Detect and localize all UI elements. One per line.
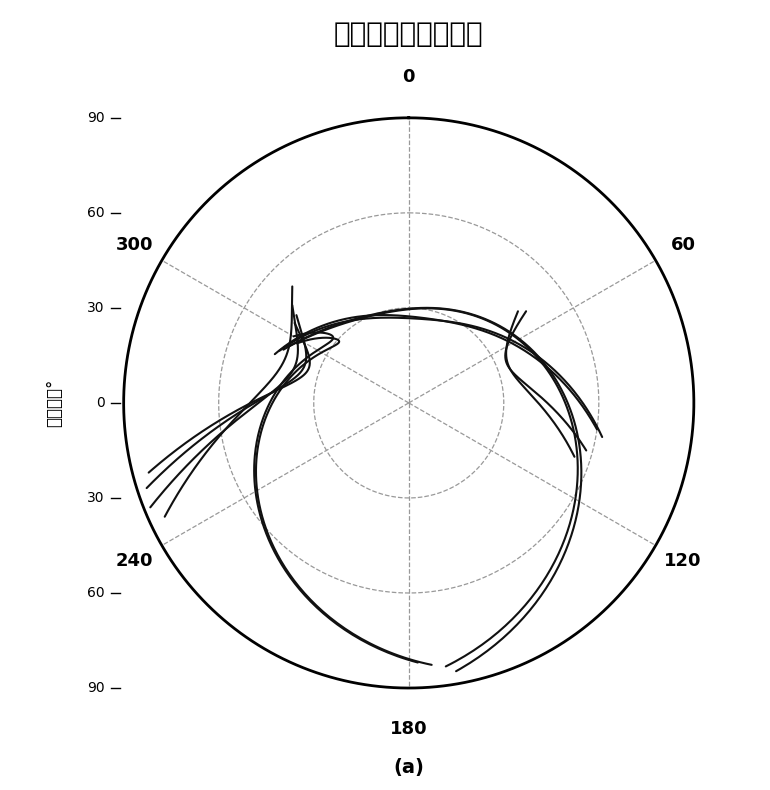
Text: 60: 60 — [87, 586, 105, 600]
Text: 180: 180 — [390, 720, 427, 738]
Text: 30: 30 — [87, 301, 105, 315]
Text: 90: 90 — [87, 681, 105, 695]
Text: 原始卫星轨迹天空图: 原始卫星轨迹天空图 — [334, 20, 484, 48]
Text: 90: 90 — [87, 111, 105, 125]
Text: 60: 60 — [671, 235, 695, 254]
Text: 30: 30 — [87, 491, 105, 505]
Text: 0: 0 — [96, 396, 105, 410]
Text: 300: 300 — [116, 235, 153, 254]
Text: 0: 0 — [403, 68, 415, 86]
Text: 60: 60 — [87, 206, 105, 220]
Text: 天顶距／°: 天顶距／° — [45, 378, 63, 427]
Text: 240: 240 — [116, 552, 153, 570]
Text: 120: 120 — [665, 552, 701, 570]
Text: (a): (a) — [393, 758, 424, 777]
